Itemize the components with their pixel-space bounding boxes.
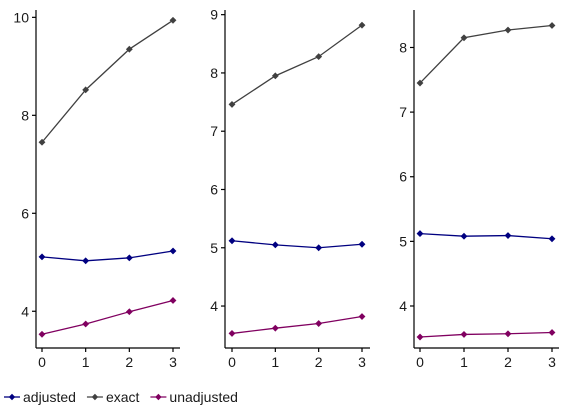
y-tick-label: 4 — [210, 298, 218, 314]
series-adjusted — [228, 237, 366, 252]
data-point — [548, 235, 556, 243]
y-tick-label: 6 — [399, 169, 407, 185]
data-point — [460, 331, 468, 338]
data-point — [358, 313, 366, 320]
y-tick-label: 6 — [21, 205, 29, 221]
data-point — [358, 240, 366, 248]
legend-marker — [155, 393, 162, 401]
data-point — [416, 230, 424, 238]
data-point — [38, 138, 46, 146]
x-tick-label: 2 — [315, 354, 323, 370]
series-line — [419, 24, 553, 84]
data-point — [38, 253, 46, 261]
x-tick-label: 2 — [504, 354, 512, 370]
legend: adjusted exact unadjusted — [4, 389, 238, 405]
data-point — [504, 26, 512, 34]
data-point — [271, 72, 279, 80]
y-tick-label: 5 — [210, 240, 218, 256]
data-point — [504, 232, 512, 239]
y-tick-label: 8 — [210, 65, 218, 81]
y-tick-label: 8 — [21, 107, 29, 123]
data-point — [416, 79, 424, 87]
x-tick-label: 3 — [358, 354, 366, 370]
data-point — [460, 34, 468, 42]
series-unadjusted — [416, 329, 556, 341]
data-point — [169, 16, 177, 24]
y-tick-label: 4 — [21, 303, 29, 319]
data-point — [38, 330, 46, 338]
series-unadjusted — [38, 297, 177, 338]
data-point — [82, 320, 90, 328]
legend-label: unadjusted — [169, 389, 238, 405]
series-line — [231, 315, 363, 335]
chart-panel-1: 4 6 8 10 0 1 2 3 — [13, 9, 180, 370]
chart-panel-2: 4 5 6 7 8 9 0 1 2 3 — [210, 7, 370, 370]
data-point — [82, 257, 90, 265]
legend-item-unadjusted: unadjusted — [150, 389, 238, 405]
x-tick-label: 0 — [38, 354, 46, 370]
series-adjusted — [416, 230, 556, 243]
series-unadjusted — [228, 313, 366, 337]
legend-item-exact: exact — [86, 389, 140, 405]
series-line — [231, 240, 363, 249]
panels: 4 6 8 10 0 1 2 3 4 5 6 7 8 9 0 1 2 3 4 5 6 7 8 0 1 2 3 — [13, 7, 559, 370]
data-point — [125, 254, 133, 262]
data-point — [82, 86, 90, 94]
legend-item-adjusted: adjusted — [4, 389, 76, 405]
data-point — [315, 53, 323, 61]
series-exact — [416, 22, 556, 87]
series-line — [419, 331, 553, 338]
series-line — [41, 299, 174, 335]
data-point — [504, 330, 512, 338]
y-tick-label: 7 — [210, 123, 218, 139]
data-point — [548, 22, 556, 29]
y-tick-label: 9 — [210, 7, 218, 23]
data-point — [315, 320, 323, 327]
legend-label: exact — [106, 389, 140, 405]
y-tick-label: 5 — [399, 233, 407, 249]
x-tick-label: 0 — [416, 354, 424, 370]
data-point — [315, 244, 323, 252]
chart-panel-3: 4 5 6 7 8 0 1 2 3 — [399, 10, 559, 370]
data-point — [271, 324, 279, 332]
series-line — [419, 232, 553, 240]
data-point — [228, 237, 236, 245]
legend-marker — [8, 393, 16, 401]
y-tick-label: 6 — [210, 181, 218, 197]
data-point — [460, 232, 468, 240]
x-tick-label: 1 — [460, 354, 468, 370]
data-point — [271, 241, 279, 249]
data-point — [228, 330, 236, 337]
x-tick-label: 1 — [271, 354, 279, 370]
data-point — [358, 21, 366, 29]
series-line — [41, 19, 174, 143]
y-tick-label: 8 — [399, 39, 407, 55]
x-tick-label: 2 — [125, 354, 133, 370]
series-line — [41, 250, 174, 262]
data-point — [169, 297, 177, 304]
data-point — [125, 45, 133, 53]
x-tick-label: 3 — [169, 354, 177, 370]
data-point — [416, 333, 424, 341]
data-point — [125, 308, 133, 316]
legend-label: adjusted — [23, 389, 76, 405]
y-tick-label: 7 — [399, 104, 407, 120]
legend-marker — [91, 393, 99, 401]
x-tick-label: 3 — [548, 354, 556, 370]
series-line — [231, 24, 363, 105]
data-point — [548, 329, 556, 336]
series-exact — [228, 21, 366, 108]
data-point — [169, 247, 177, 255]
x-tick-label: 0 — [228, 354, 236, 370]
x-tick-label: 1 — [82, 354, 90, 370]
series-exact — [38, 16, 177, 146]
data-point — [228, 100, 236, 108]
series-adjusted — [38, 247, 177, 265]
y-tick-label: 4 — [399, 298, 407, 314]
y-tick-label: 10 — [13, 9, 29, 25]
